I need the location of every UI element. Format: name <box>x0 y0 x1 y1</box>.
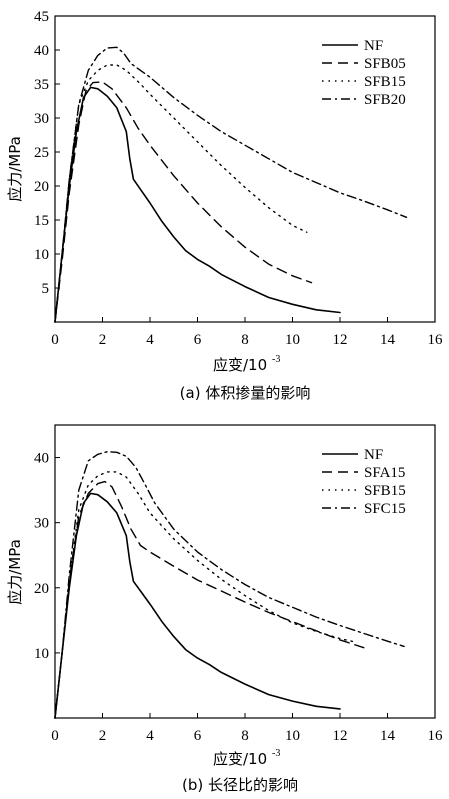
x-tick-label: 6 <box>194 728 202 744</box>
y-tick-label: 20 <box>34 179 49 195</box>
y-tick-label: 30 <box>34 516 49 532</box>
y-tick-label: 5 <box>42 281 50 297</box>
legend-label: SFC15 <box>364 501 406 517</box>
x-tick-label: 4 <box>146 728 154 744</box>
series-line-nf <box>54 86 341 323</box>
y-tick-label: 35 <box>34 77 49 93</box>
series-line-sfb15 <box>54 471 355 719</box>
x-tick-label: 2 <box>99 728 107 744</box>
panel-caption: (a) 体积掺量的影响 <box>180 384 311 402</box>
series-line-sfb15 <box>54 64 308 323</box>
legend-label: SFA15 <box>364 465 405 481</box>
x-tick-label: 12 <box>333 728 348 744</box>
y-tick-label: 40 <box>34 451 49 467</box>
legend-label: NF <box>364 38 383 54</box>
y-tick-label: 40 <box>34 43 49 59</box>
axis-ticks: 0 2 4 6 8 10 12 14 16 5 10 15 20 25 30 35 40 45 <box>34 9 443 348</box>
y-tick-label: 25 <box>34 145 49 161</box>
x-tick-label: 14 <box>380 332 396 348</box>
series-line-sfa15 <box>54 480 365 719</box>
legend: NF SFA15 SFB15 SFC15 <box>322 447 406 517</box>
legend: NF SFB05 SFB15 SFB20 <box>322 38 406 108</box>
x-tick-label: 10 <box>285 332 300 348</box>
y-tick-label: 10 <box>34 646 49 662</box>
y-tick-label: 45 <box>34 9 49 25</box>
legend-label: SFB15 <box>364 483 406 499</box>
x-tick-label: 14 <box>380 728 396 744</box>
x-tick-label: 16 <box>428 728 444 744</box>
y-tick-label: 10 <box>34 247 49 263</box>
x-tick-label: 8 <box>241 728 249 744</box>
series-lines <box>54 46 408 323</box>
x-tick-label: 8 <box>241 332 249 348</box>
legend-label: SFB05 <box>364 56 406 72</box>
y-axis-label: 应力/MPa <box>6 136 24 202</box>
x-axis-label-exponent: -3 <box>272 748 280 759</box>
x-tick-label: 4 <box>146 332 154 348</box>
x-axis-label-base: 应变/10 <box>213 750 267 768</box>
x-axis-label: 应变/10 <box>213 356 267 374</box>
y-tick-label: 20 <box>34 581 49 597</box>
x-tick-label: 2 <box>99 332 107 348</box>
series-line-sfc15 <box>54 451 405 719</box>
x-tick-label: 0 <box>51 728 59 744</box>
x-axis-label-exponent: -3 <box>272 354 280 365</box>
legend-label: NF <box>364 447 383 463</box>
series-line-sfb05 <box>54 81 313 323</box>
panel-a: 0 2 4 6 8 10 12 14 16 5 10 15 20 25 30 35 40 45 NF SFB05 SF… <box>6 9 443 402</box>
x-axis-label: 应变/10 <box>213 750 267 768</box>
panel-caption: (b) 长径比的影响 <box>182 776 298 794</box>
legend-label: SFB20 <box>364 92 406 108</box>
x-axis-label-base: 应变/10 <box>213 356 267 374</box>
x-tick-label: 6 <box>194 332 202 348</box>
series-line-nf <box>54 492 341 719</box>
axis-ticks: 0 2 4 6 8 10 12 14 16 10 20 30 40 <box>34 451 443 744</box>
y-tick-label: 15 <box>34 213 49 229</box>
legend-label: SFB15 <box>364 74 406 90</box>
x-tick-label: 12 <box>333 332 348 348</box>
x-tick-label: 16 <box>428 332 444 348</box>
series-lines <box>54 451 405 719</box>
y-axis-label: 应力/MPa <box>6 539 24 605</box>
y-tick-label: 30 <box>34 111 49 127</box>
x-tick-label: 10 <box>285 728 300 744</box>
x-tick-label: 0 <box>51 332 59 348</box>
series-line-sfb20 <box>54 46 408 323</box>
